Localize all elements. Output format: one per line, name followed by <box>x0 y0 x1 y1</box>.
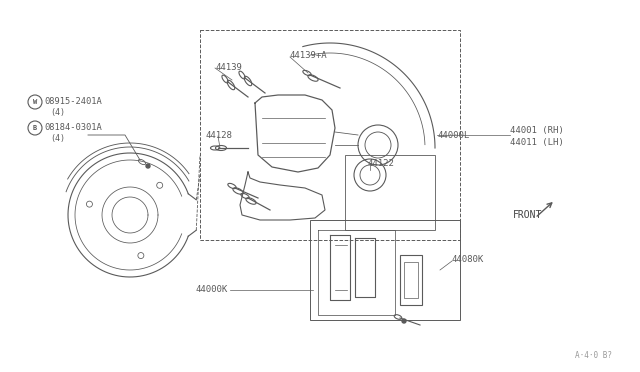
Text: 08184-0301A: 08184-0301A <box>44 124 102 132</box>
Text: (4): (4) <box>50 108 65 116</box>
Text: W: W <box>33 99 37 105</box>
Bar <box>345 155 435 230</box>
Text: FRONT: FRONT <box>513 210 542 220</box>
Text: 44000L: 44000L <box>437 131 469 140</box>
Text: (4): (4) <box>50 134 65 142</box>
Text: 44011 (LH): 44011 (LH) <box>510 138 564 147</box>
Text: 44139+A: 44139+A <box>290 51 328 61</box>
Bar <box>404 262 418 298</box>
Bar <box>200 30 460 240</box>
Bar <box>310 220 460 320</box>
Text: 44122: 44122 <box>367 158 394 167</box>
Bar <box>400 255 422 305</box>
Text: A·4·0 B?: A·4·0 B? <box>575 351 612 360</box>
Text: 44139: 44139 <box>215 62 242 71</box>
Text: 44000K: 44000K <box>195 285 227 295</box>
Text: B: B <box>33 125 37 131</box>
Text: 08915-2401A: 08915-2401A <box>44 97 102 106</box>
Text: 44080K: 44080K <box>452 256 484 264</box>
Text: 44001 (RH): 44001 (RH) <box>510 125 564 135</box>
Circle shape <box>402 319 406 323</box>
Text: 44128: 44128 <box>205 131 232 140</box>
Circle shape <box>146 164 150 168</box>
